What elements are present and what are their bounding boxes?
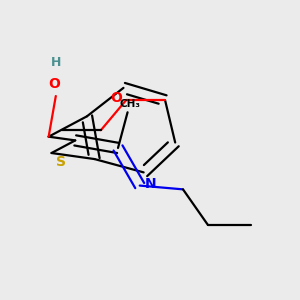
Text: H: H: [51, 56, 62, 69]
Text: S: S: [56, 155, 66, 169]
Text: O: O: [111, 91, 123, 105]
Text: O: O: [49, 77, 61, 92]
Text: N: N: [144, 177, 156, 191]
Text: CH₃: CH₃: [119, 99, 140, 109]
